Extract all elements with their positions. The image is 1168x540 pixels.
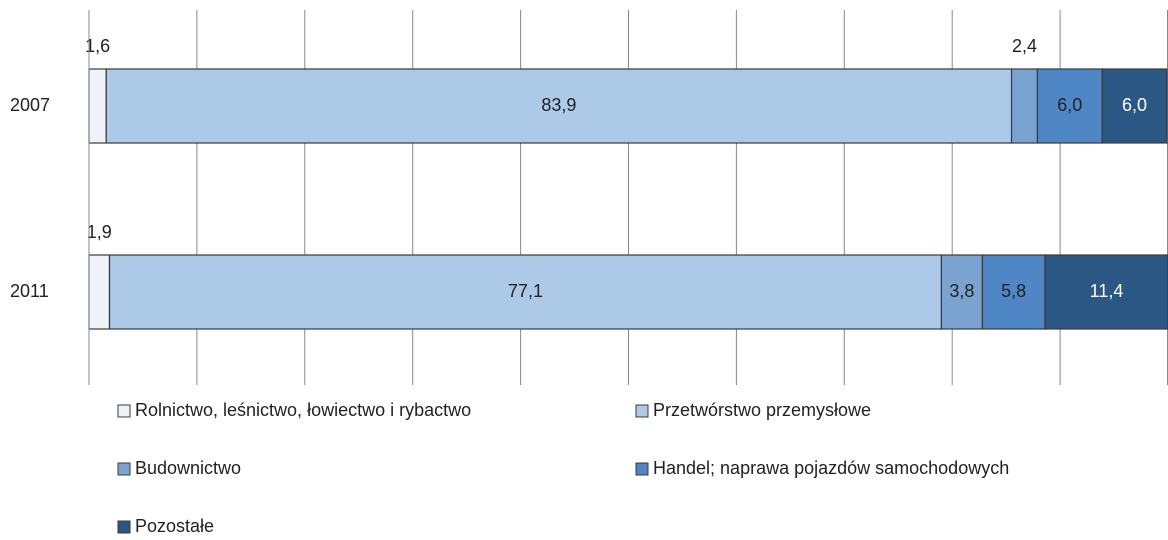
data-label: 5,8 <box>1001 281 1026 301</box>
legend-swatch <box>117 520 131 534</box>
bar-segment <box>1010 68 1039 144</box>
data-label: 83,9 <box>541 95 576 115</box>
data-label: 77,1 <box>508 281 543 301</box>
legend-label: Pozostałe <box>135 516 214 536</box>
legend-label: Handel; naprawa pojazdów samochodowych <box>653 458 1009 478</box>
data-label: 6,0 <box>1057 95 1082 115</box>
legend-swatch <box>117 462 131 476</box>
bar-segment <box>1044 254 1168 330</box>
bar-segment <box>88 254 111 330</box>
y-tick-label: 2011 <box>10 281 49 301</box>
legend-label: Przetwórstwo przemysłowe <box>653 400 871 420</box>
bar-segment <box>1036 68 1103 144</box>
legend-label: Budownictwo <box>135 458 241 478</box>
data-label: 11,4 <box>1090 281 1124 301</box>
data-label: 1,9 <box>87 222 112 242</box>
data-label: 3,8 <box>949 281 974 301</box>
data-label: 6,0 <box>1122 95 1147 115</box>
y-tick-label: 2007 <box>10 95 50 115</box>
data-label: 2,4 <box>1012 36 1037 56</box>
legend-label: Rolnictwo, leśnictwo, łowiectwo i rybact… <box>135 400 471 420</box>
bar-segment <box>105 68 1013 144</box>
bar-segment <box>1101 68 1168 144</box>
legend-swatch <box>635 404 649 418</box>
legend-swatch <box>117 404 131 418</box>
bar-segment <box>108 254 943 330</box>
data-label: 1,6 <box>85 36 110 56</box>
legend-swatch <box>635 462 649 476</box>
bar-segment <box>88 68 107 144</box>
